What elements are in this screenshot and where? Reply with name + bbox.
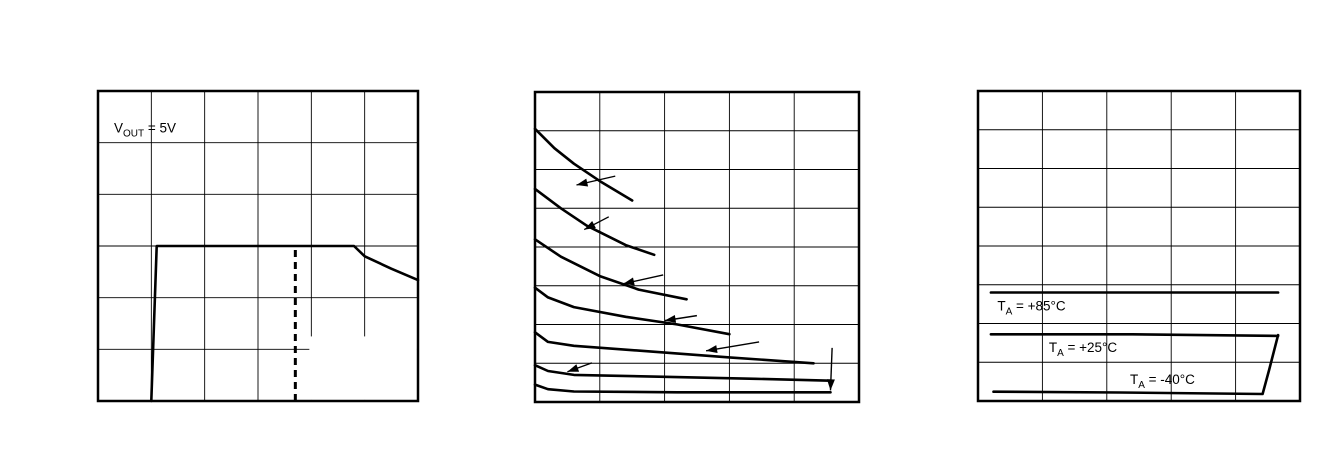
chart-safe-load-current: VOUT = 5V [96,89,420,403]
annotation-rest: = +25°C [1064,340,1118,355]
annotation-rest: = +85°C [1012,298,1066,313]
annotation-label: VOUT = 5V [114,120,176,139]
annotation-box [309,336,417,400]
annotation-subscript: A [1057,348,1064,359]
annotation-rest: = -40°C [1145,372,1195,387]
annotation-subscript: A [1138,380,1145,391]
plot-frame [976,89,1302,403]
annotation-arrowhead [576,178,589,187]
annotation-arrowhead [706,345,718,353]
data-series-line [533,383,832,394]
annotation-arrowhead [584,220,596,230]
annotation-arrowhead [567,364,580,372]
annotation-main: V [114,120,123,135]
data-series-line [533,127,634,202]
annotation-main: T [997,298,1005,313]
annotation-main: T [1130,372,1138,387]
annotation-main: T [1049,340,1057,355]
data-series-line [150,244,420,403]
chart-supply-current: TA = +85°CTA = +25°CTA = -40°C [976,89,1302,403]
annotation-arrowhead [623,277,635,286]
annotation-label: TA = -40°C [1130,372,1195,391]
data-series-line [533,363,832,382]
data-series-line [989,333,1280,338]
chart-ground-current [533,90,861,404]
data-series-line [533,187,656,257]
annotation-rest: = 5V [144,120,176,135]
annotation-label: TA = +25°C [1049,340,1118,359]
annotation-label: TA = +85°C [997,298,1066,317]
annotation-subscript: OUT [123,128,144,139]
plot-frame [533,90,861,404]
data-series-line [533,286,731,336]
data-series-line [992,333,1280,396]
annotation-arrowhead [826,379,835,391]
data-series-line [533,331,815,365]
data-series-line [533,238,688,301]
plot-frame [96,89,420,403]
annotation-subscript: A [1006,306,1013,317]
annotation-arrowhead [664,314,677,323]
